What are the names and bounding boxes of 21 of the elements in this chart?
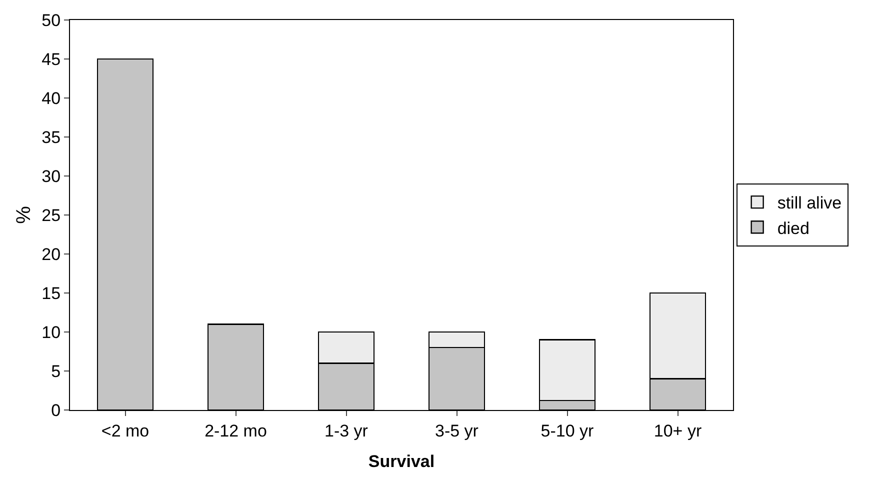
x-tick-label: 2-12 mo [204,421,267,440]
x-axis-title: Survival [368,452,435,471]
y-tick-label: 35 [42,128,61,147]
legend-label: died [777,218,810,238]
y-tick-label: 20 [42,244,61,264]
y-tick-label: 0 [51,400,61,420]
y-tick-label: 45 [42,50,61,69]
x-tick-label: 5-10 yr [540,421,594,440]
y-tick-label: 30 [42,166,61,186]
y-tick-label: 40 [42,88,61,108]
y-tick-label: 10 [42,322,61,342]
x-tick-label: 3-5 yr [435,421,479,440]
legend-label: still alive [777,194,842,213]
y-tick-label: 15 [42,284,61,303]
y-tick-label: 5 [51,362,61,381]
x-tick-label: 10+ yr [654,421,702,440]
y-tick-label: 25 [42,206,61,225]
x-tick-label: 1-3 yr [324,421,368,440]
y-axis-title: % [13,206,36,224]
y-tick-label: 50 [42,10,61,30]
x-tick-label: <2 mo [101,421,150,440]
